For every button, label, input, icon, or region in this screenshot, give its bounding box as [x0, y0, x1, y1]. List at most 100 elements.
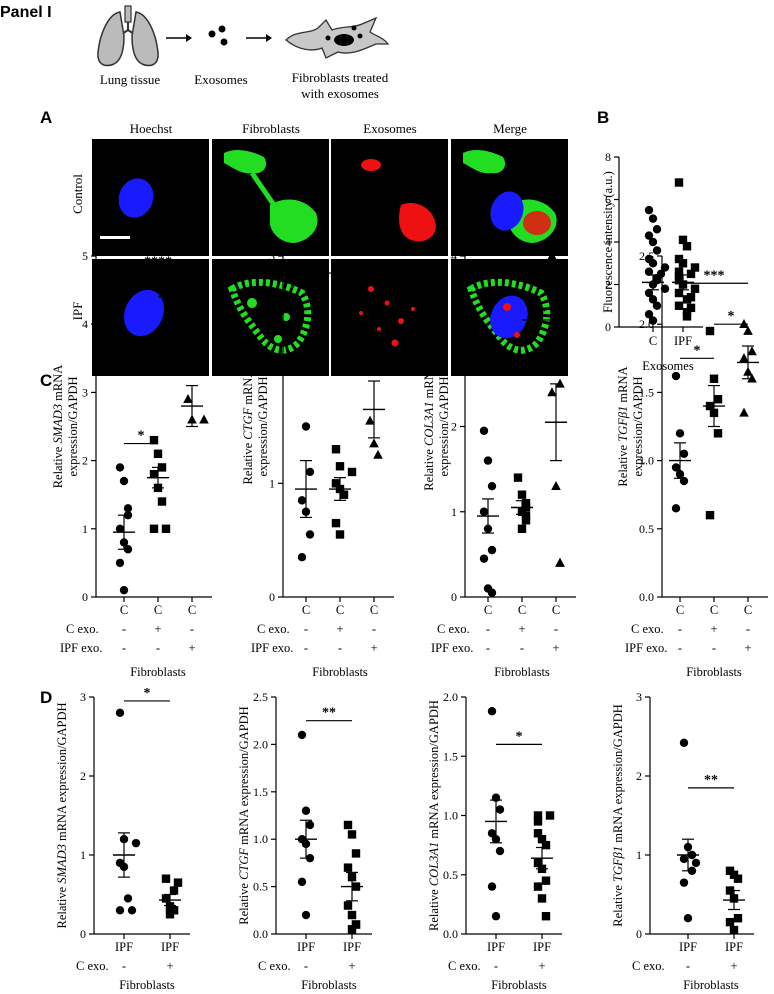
chart-c3-point	[521, 511, 531, 521]
micrograph-control-merge	[451, 139, 568, 256]
chart-c1-point	[187, 325, 197, 335]
arrow-icon	[166, 34, 192, 42]
chart-c1-ylabel: Relative SMAD3 mRNA	[51, 365, 65, 489]
chart-c4-sig-label: *	[728, 309, 735, 324]
chart-c1-category-label: C	[188, 603, 196, 617]
chart-d2-row1-value: +	[348, 959, 355, 973]
chart-b-point	[644, 267, 654, 276]
chart-c2-point	[335, 462, 345, 471]
chart-b-category-label: IPF	[674, 334, 692, 348]
chart-c2-point	[297, 496, 307, 505]
chart-b-point	[682, 307, 692, 317]
chart-c4-sig-label: *	[694, 343, 701, 358]
chart-c1-point	[149, 470, 159, 479]
chart-d2-point	[347, 910, 357, 920]
chart-d3-ytick-label: 0.5	[443, 868, 458, 882]
chart-d4-ytick-label: 1	[636, 848, 642, 862]
chart-c3: 0 1 2 3 4 Relative COL3A1 mRNA expression/GAPD…	[422, 249, 576, 679]
chart-c2-row2-value: -	[338, 641, 342, 655]
chart-d2-ytick-label: 2.0	[253, 737, 268, 751]
chart-d4-ytick-label: 0	[636, 927, 642, 941]
chart-d2-sig-label: **	[322, 706, 336, 721]
chart-c2-point	[305, 530, 315, 539]
chart-c3-point	[513, 473, 523, 482]
chart-d1-xlabel: Fibroblasts	[119, 978, 175, 992]
chart-c3-row2-value: +	[552, 641, 559, 655]
chart-d3-category-label: IPF	[533, 940, 551, 954]
chart-c1-row1-label: C exo.	[66, 622, 99, 636]
chart-d1-ytick-label: 2	[80, 769, 86, 783]
arrow-icon	[246, 34, 272, 42]
chart-c4-row1-label: C exo.	[631, 622, 664, 636]
chart-c2-point	[301, 422, 311, 431]
chart-d4-point	[679, 878, 689, 887]
chart-d4-category-label: IPF	[679, 940, 697, 954]
chart-b-point	[644, 310, 654, 319]
column-header-hoechst: Hoechst	[129, 121, 173, 136]
panel-letter-b: B	[597, 108, 610, 127]
chart-c2-row1-label: C exo.	[257, 622, 290, 636]
chart-c2-xlabel: Fibroblasts	[312, 665, 368, 679]
chart-d3-point	[487, 829, 497, 838]
chart-c1-row1-value: -	[190, 622, 194, 636]
chart-c2-category-label: C	[336, 603, 344, 617]
chart-c2-point	[335, 530, 345, 539]
chart-c3-point	[555, 378, 565, 388]
chart-d1-sig-label: *	[144, 686, 151, 701]
chart-b-ylabel: Fluorescence intensity (a.u.)	[601, 171, 615, 313]
chart-d3-sig-label: *	[516, 729, 523, 744]
chart-b-ytick-label: 0	[605, 320, 611, 334]
chart-d2-point	[343, 863, 353, 872]
chart-d1-ylabel: Relative SMAD3 mRNA expression/GAPDH	[55, 702, 69, 928]
chart-c4-row2-value: -	[678, 641, 682, 655]
micrograph-control-exosomes	[331, 139, 448, 256]
chart-c1-point	[119, 476, 129, 486]
chart-d3-row1-value: -	[494, 959, 498, 973]
chart-d2-point	[301, 806, 311, 815]
chart-c1-row2-label: IPF exo.	[60, 641, 102, 655]
chart-c2-row2-value: -	[304, 641, 308, 655]
chart-d4-ytick-label: 3	[636, 690, 642, 704]
chart-c3-ylabel-line2: expression/GAPDH	[437, 377, 451, 477]
chart-c4-row1-value: -	[678, 622, 682, 636]
chart-d4-row1-label: C exo.	[632, 959, 665, 973]
chart-d2-xlabel: Fibroblasts	[301, 978, 357, 992]
chart-d2-point	[343, 901, 353, 910]
chart-c1-ytick-label: 0	[82, 590, 88, 604]
chart-c1-ytick-label: 5	[82, 249, 88, 263]
chart-d4-point	[733, 874, 743, 883]
chart-c4-point	[671, 371, 681, 381]
chart-c2-point	[347, 467, 357, 477]
chart-c3-point	[517, 524, 527, 533]
chart-c3-point	[487, 588, 497, 597]
chart-d2-ytick-label: 0.5	[253, 880, 268, 894]
chart-c2-sig-label: *	[354, 292, 361, 307]
chart-b-point	[644, 205, 654, 215]
chart-d1-row1-label: C exo.	[76, 959, 109, 973]
chart-b-xlabel: Exosomes	[642, 359, 694, 373]
chart-c1-point	[115, 463, 125, 472]
chart-b-point	[682, 312, 692, 321]
chart-b-ytick-label: 4	[605, 235, 611, 249]
chart-c2-point	[365, 415, 375, 425]
chart-d2-point	[297, 877, 307, 887]
fibroblasts-treated-label: Fibroblasts treated with exosomes	[291, 70, 389, 101]
chart-d3-category-label: IPF	[487, 940, 505, 954]
chart-c2-point	[369, 330, 379, 340]
chart-c3-ytick-label: 4	[451, 249, 457, 263]
chart-d4-sig-label: **	[704, 773, 718, 788]
chart-d4-ylabel: Relative TGFβ1 mRNA expression/GAPDH	[611, 704, 625, 927]
chart-d1-point	[131, 838, 141, 848]
chart-d2-point	[297, 730, 307, 740]
chart-c2-point	[331, 445, 341, 454]
chart-c1-point	[149, 435, 159, 445]
chart-c4-row2-value: +	[744, 641, 751, 655]
chart-c1-row1-value: -	[122, 622, 126, 636]
chart-d4-ytick-label: 2	[636, 769, 642, 783]
chart-d4-point	[725, 917, 735, 927]
chart-c2-point	[331, 518, 341, 528]
chart-c1-point	[157, 497, 167, 506]
chart-b-point	[644, 231, 654, 240]
chart-b-point	[686, 269, 696, 279]
chart-d2-ytick-label: 1.0	[253, 832, 268, 846]
